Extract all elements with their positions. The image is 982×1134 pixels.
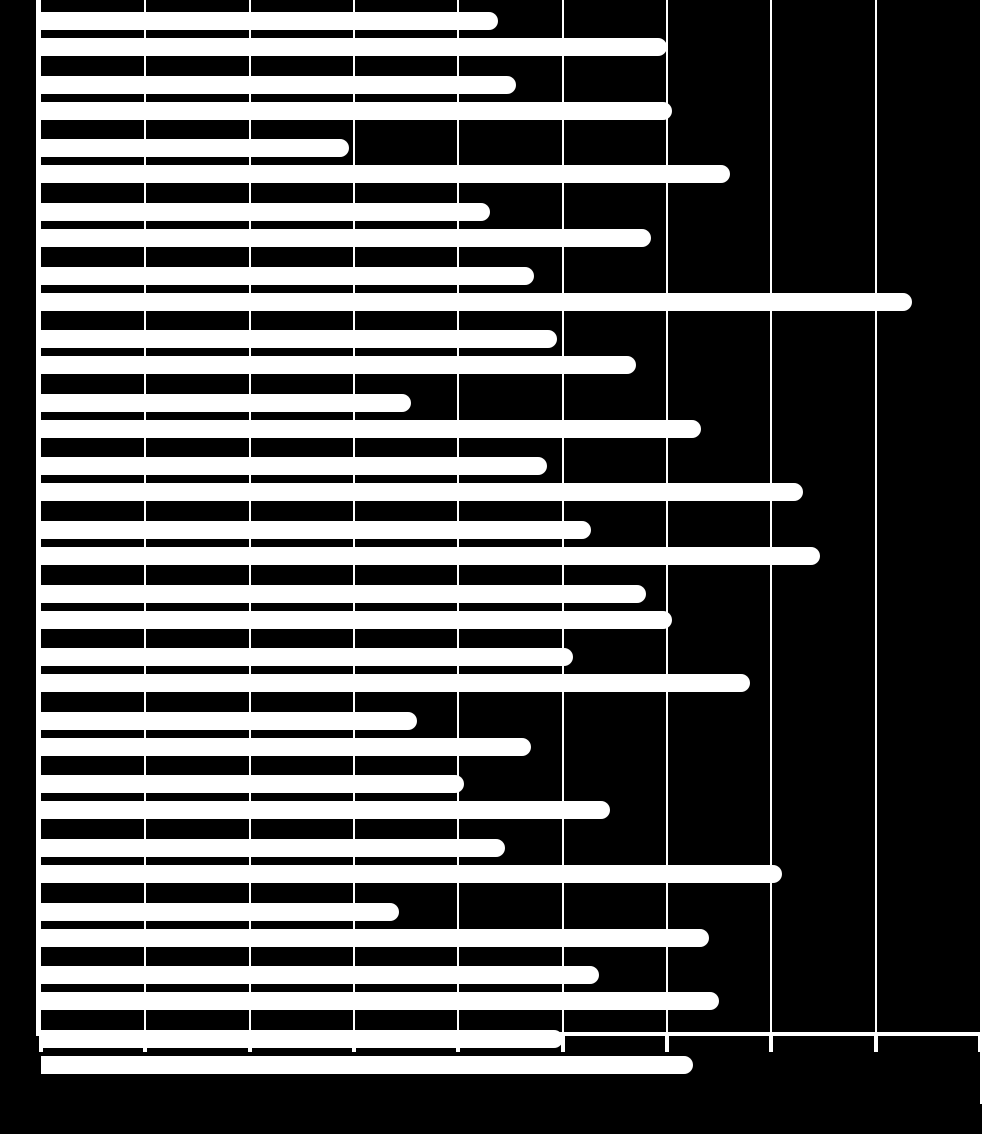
bar [41, 356, 636, 374]
bar [41, 992, 719, 1010]
bar [41, 293, 912, 311]
bar [41, 1056, 693, 1074]
bar [41, 865, 782, 883]
bar [41, 102, 672, 120]
bar [41, 267, 534, 285]
bar [41, 611, 672, 629]
bar [41, 394, 411, 412]
bar [41, 903, 399, 921]
x-tick [978, 1036, 982, 1052]
gridline [875, 0, 877, 1032]
bar [41, 420, 701, 438]
x-tick [874, 1036, 878, 1052]
bar [41, 674, 750, 692]
bar [41, 229, 651, 247]
bar [41, 801, 610, 819]
bar [41, 839, 505, 857]
bar [41, 165, 730, 183]
bar [41, 1030, 563, 1048]
bar [41, 775, 464, 793]
bar [41, 521, 591, 539]
bar [41, 76, 516, 94]
bar [41, 139, 349, 157]
bar [41, 547, 820, 565]
bar [41, 738, 531, 756]
bar [41, 12, 498, 30]
bar [41, 648, 573, 666]
bar [41, 966, 599, 984]
x-tick [769, 1036, 773, 1052]
bar [41, 203, 490, 221]
bar [41, 483, 803, 501]
x-tick [665, 1036, 669, 1052]
bar [41, 38, 667, 56]
bar [41, 585, 646, 603]
bar [41, 929, 709, 947]
bar [41, 330, 557, 348]
bar [41, 457, 547, 475]
bar [41, 712, 417, 730]
